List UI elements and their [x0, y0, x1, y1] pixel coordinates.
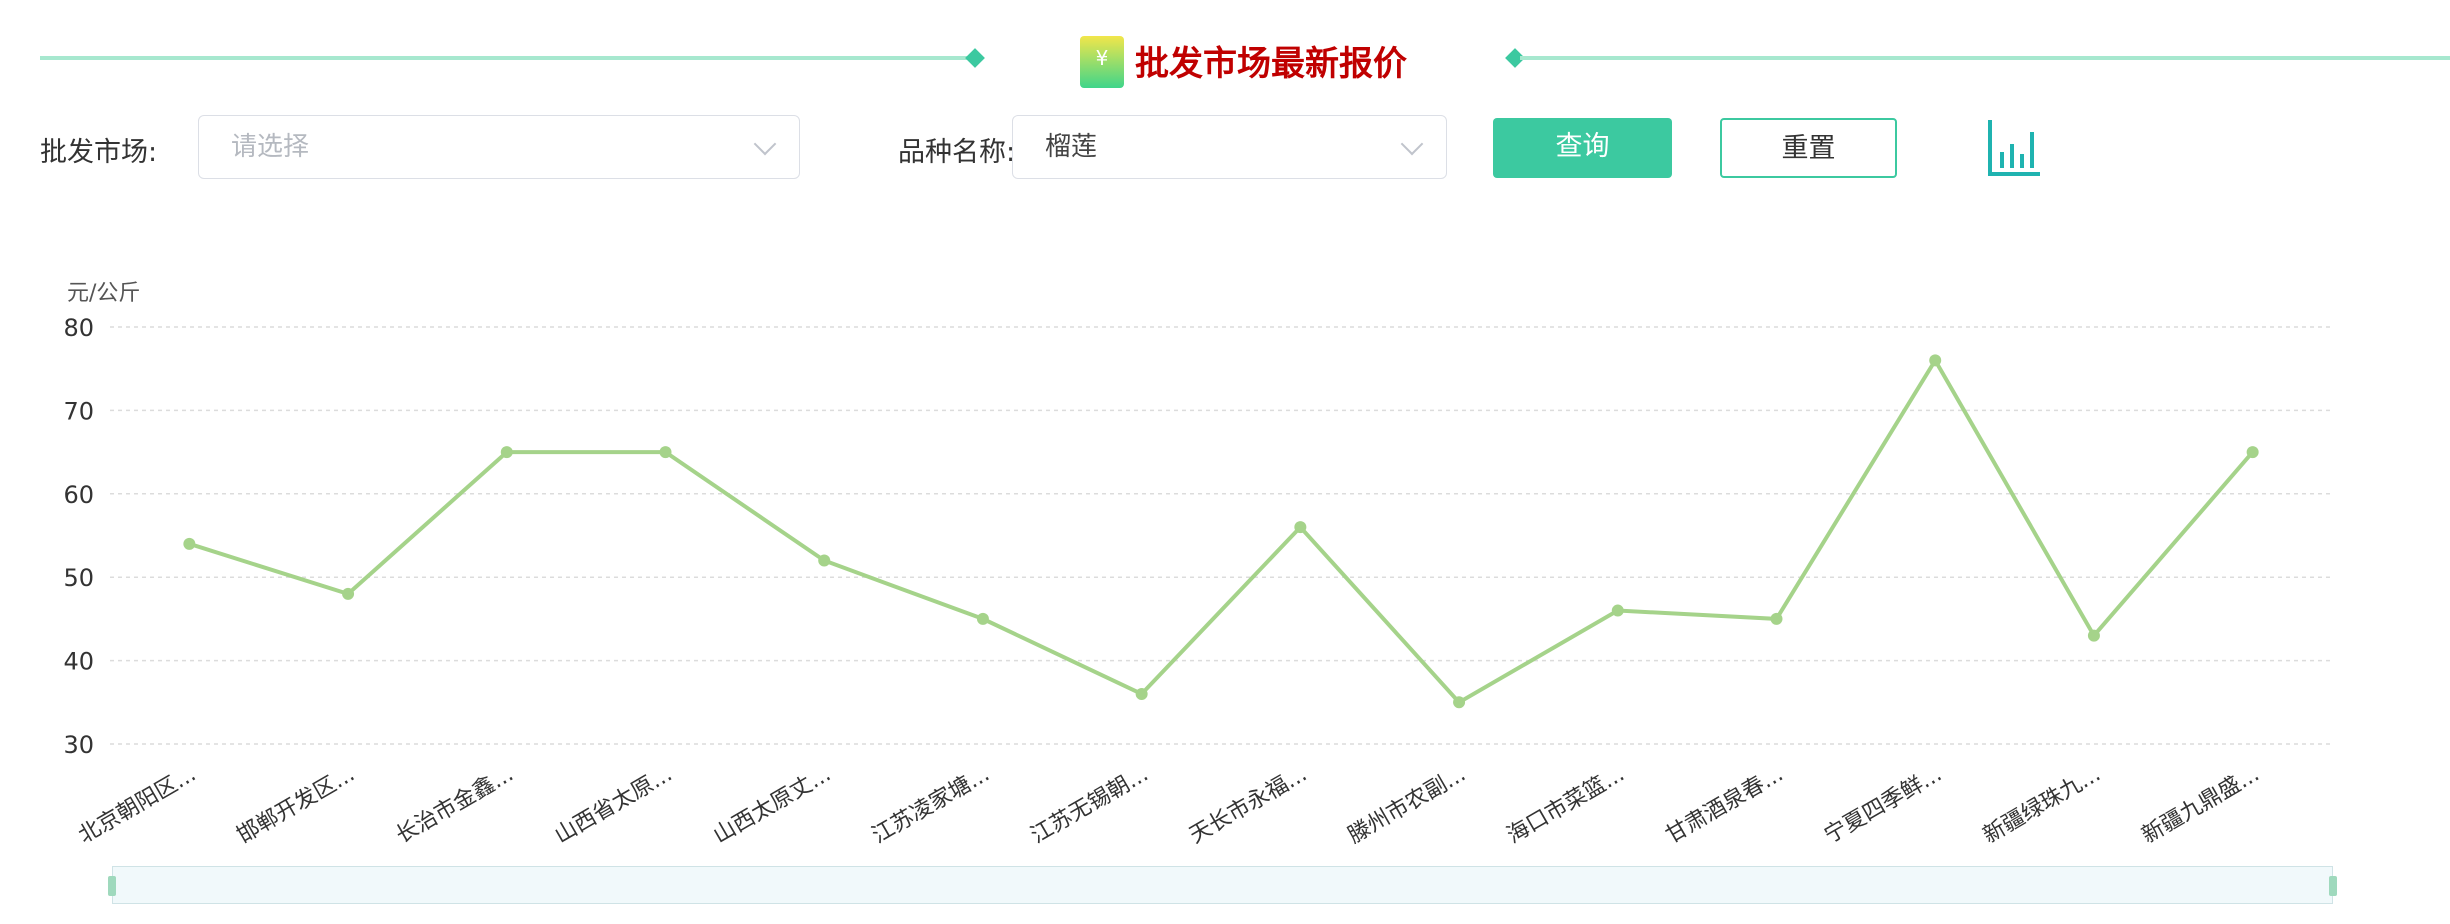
data-point	[1294, 521, 1307, 534]
yuan-tag-icon: ¥	[1080, 36, 1124, 88]
data-point	[2246, 446, 2259, 459]
x-tick-label: 山西太原丈...	[709, 762, 835, 849]
data-point	[500, 446, 513, 459]
chevron-down-icon	[753, 132, 777, 156]
data-point	[183, 537, 196, 550]
x-tick-label: 北京朝阳区...	[74, 762, 200, 849]
x-tick-label: 邯郸开发区...	[233, 762, 359, 849]
data-point	[1770, 612, 1783, 625]
variety-value: 榴莲	[1045, 132, 1098, 162]
data-point	[1929, 354, 1942, 367]
data-point	[976, 612, 989, 625]
y-tick-label: 80	[63, 314, 94, 342]
header-line-right	[1520, 56, 2450, 60]
data-point	[1611, 604, 1624, 617]
data-point	[818, 554, 831, 567]
x-tick-label: 江苏凌家塘...	[868, 762, 994, 849]
slider-handle-right[interactable]	[2329, 876, 2337, 896]
market-label: 批发市场:	[40, 137, 158, 168]
query-button[interactable]: 查询	[1493, 118, 1672, 178]
x-tick-label: 山西省太原...	[551, 762, 677, 849]
page-title: 批发市场最新报价	[1135, 44, 1407, 84]
x-tick-label: 宁夏四季鲜...	[1820, 762, 1946, 849]
x-tick-label: 海口市菜篮...	[1503, 762, 1629, 849]
series-line	[188, 356, 2255, 705]
y-tick-label: 70	[63, 397, 94, 425]
data-point	[1453, 696, 1466, 709]
x-tick-label: 新疆九鼎盛...	[2138, 762, 2264, 849]
data-point	[659, 446, 672, 459]
variety-label: 品种名称:	[898, 137, 1016, 168]
x-tick-label: 长治市金鑫...	[392, 762, 518, 849]
slider-handle-left[interactable]	[108, 876, 116, 896]
chevron-down-icon	[1400, 132, 1424, 156]
x-tick-label: 滕州市农副...	[1344, 762, 1470, 849]
data-point	[342, 587, 355, 600]
y-axis-unit: 元/公斤	[67, 281, 140, 306]
y-tick-label: 30	[63, 731, 94, 759]
reset-button[interactable]: 重置	[1720, 118, 1897, 178]
market-placeholder: 请选择	[231, 132, 310, 162]
x-tick-label: 天长市永福...	[1185, 762, 1311, 849]
y-tick-label: 40	[63, 648, 94, 676]
data-point	[2087, 629, 2100, 642]
market-select[interactable]: 请选择	[198, 115, 800, 179]
x-tick-label: 江苏无锡朝...	[1027, 762, 1153, 849]
x-tick-label: 新疆绿珠九...	[1979, 762, 2105, 849]
diamond-icon	[965, 48, 985, 68]
data-point	[1135, 687, 1148, 700]
datazoom-slider[interactable]	[112, 866, 2333, 904]
header-line-left	[40, 56, 975, 60]
y-tick-label: 50	[63, 564, 94, 592]
variety-select[interactable]: 榴莲	[1012, 115, 1447, 179]
x-tick-label: 甘肃酒泉春...	[1662, 762, 1788, 849]
y-tick-label: 60	[63, 481, 94, 509]
bar-chart-icon[interactable]	[1986, 118, 2042, 178]
line-chart: 元/公斤 30 40 50 60 70 80 北京朝阳区... 邯郸开发区... 长治市金鑫...…	[63, 281, 2332, 849]
